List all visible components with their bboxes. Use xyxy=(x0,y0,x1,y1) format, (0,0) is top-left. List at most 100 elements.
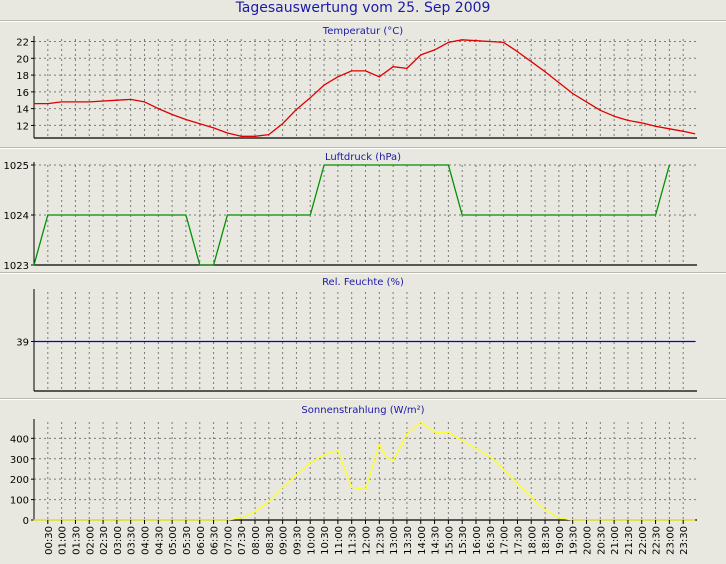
x-tick-label: 16:00 xyxy=(472,526,483,555)
data-point xyxy=(641,122,643,124)
data-point xyxy=(613,115,615,117)
y-tick-label: 20 xyxy=(16,54,29,65)
data-point xyxy=(254,135,256,137)
x-tick-label: 07:00 xyxy=(223,526,234,555)
data-point xyxy=(447,431,449,433)
y-tick-label: 22 xyxy=(16,38,29,49)
y-tick-label: 1024 xyxy=(4,211,29,222)
x-tick-label: 04:00 xyxy=(141,526,152,555)
data-point xyxy=(130,98,132,101)
chart-main-title: Tagesauswertung vom 25. Sep 2009 xyxy=(235,0,491,16)
data-point xyxy=(544,71,546,73)
x-tick-label: 09:00 xyxy=(279,526,290,555)
data-point xyxy=(33,519,35,521)
x-tick-label: 13:30 xyxy=(403,526,414,555)
data-point xyxy=(33,340,35,343)
data-point xyxy=(694,519,696,521)
x-tick-label: 23:00 xyxy=(665,526,676,555)
data-point xyxy=(88,101,90,103)
data-point xyxy=(116,99,118,101)
data-point xyxy=(447,41,449,43)
data-point xyxy=(447,164,449,166)
data-point xyxy=(544,509,546,511)
data-point xyxy=(295,108,298,111)
x-tick-label: 04:30 xyxy=(154,526,165,555)
data-point xyxy=(694,340,696,343)
x-tick-label: 11:30 xyxy=(348,526,359,555)
data-point xyxy=(378,76,380,78)
data-point xyxy=(530,61,532,63)
x-tick-label: 20:30 xyxy=(596,526,607,555)
data-point xyxy=(489,456,491,458)
y-tick-label: 100 xyxy=(10,496,29,507)
series-line xyxy=(33,164,671,266)
data-point xyxy=(268,501,270,503)
data-point xyxy=(143,101,146,103)
data-point xyxy=(33,264,35,266)
data-point xyxy=(585,101,588,103)
data-point xyxy=(392,66,394,68)
data-point xyxy=(337,449,339,452)
data-point xyxy=(254,511,256,513)
y-tick-label: 400 xyxy=(10,434,29,445)
data-point xyxy=(323,164,325,166)
data-point xyxy=(282,486,284,488)
y-tick-label: 1025 xyxy=(4,161,29,172)
data-point xyxy=(627,119,629,121)
x-tick-label: 20:00 xyxy=(583,526,594,555)
x-tick-label: 05:30 xyxy=(182,526,193,555)
panel-title: Sonnenstrahlung (W/m²) xyxy=(301,405,424,416)
data-point xyxy=(212,264,215,266)
x-tick-label: 09:30 xyxy=(292,526,303,555)
x-tick-label: 06:00 xyxy=(196,526,207,555)
data-point xyxy=(240,517,242,519)
data-point xyxy=(295,474,298,476)
data-point xyxy=(47,214,49,216)
y-tick-label: 0 xyxy=(23,516,29,527)
x-tick-label: 08:00 xyxy=(251,526,262,555)
data-point xyxy=(378,443,380,446)
data-point xyxy=(323,84,325,86)
data-point xyxy=(516,482,519,484)
panel-separator xyxy=(0,20,726,22)
x-tick-label: 03:30 xyxy=(127,526,138,555)
data-point xyxy=(475,40,477,42)
x-tick-label: 12:30 xyxy=(375,526,386,555)
data-point xyxy=(503,468,505,470)
data-point xyxy=(157,108,159,110)
data-point xyxy=(371,466,374,468)
x-tick-label: 05:00 xyxy=(168,526,179,555)
y-tick-label: 39 xyxy=(16,338,29,349)
panel-separator xyxy=(0,398,726,400)
x-tick-label: 18:00 xyxy=(527,526,538,555)
y-tick-label: 14 xyxy=(16,105,29,116)
data-point xyxy=(461,439,463,441)
data-point xyxy=(385,456,387,458)
x-tick-label: 21:30 xyxy=(624,526,635,555)
y-tick-label: 18 xyxy=(16,71,29,82)
data-point xyxy=(599,109,601,111)
x-tick-label: 17:30 xyxy=(513,526,524,555)
panel-title: Luftdruck (hPa) xyxy=(325,152,401,163)
data-point xyxy=(420,421,422,423)
panel-separator xyxy=(0,147,726,149)
x-tick-label: 18:30 xyxy=(541,526,552,555)
data-point xyxy=(282,123,284,125)
x-tick-label: 16:30 xyxy=(486,526,497,555)
panel-title: Rel. Feuchte (%) xyxy=(322,277,404,288)
x-tick-label: 11:00 xyxy=(334,526,345,555)
y-tick-label: 300 xyxy=(10,455,29,466)
x-tick-label: 02:30 xyxy=(99,526,110,555)
data-point xyxy=(47,103,49,105)
x-tick-label: 14:00 xyxy=(417,526,428,555)
data-point xyxy=(337,76,339,78)
x-tick-label: 00:30 xyxy=(44,526,55,555)
data-point xyxy=(185,118,187,121)
data-point xyxy=(530,496,532,499)
data-point xyxy=(558,517,560,519)
data-point xyxy=(433,431,436,433)
x-tick-label: 06:30 xyxy=(210,526,221,555)
data-point xyxy=(309,97,311,99)
